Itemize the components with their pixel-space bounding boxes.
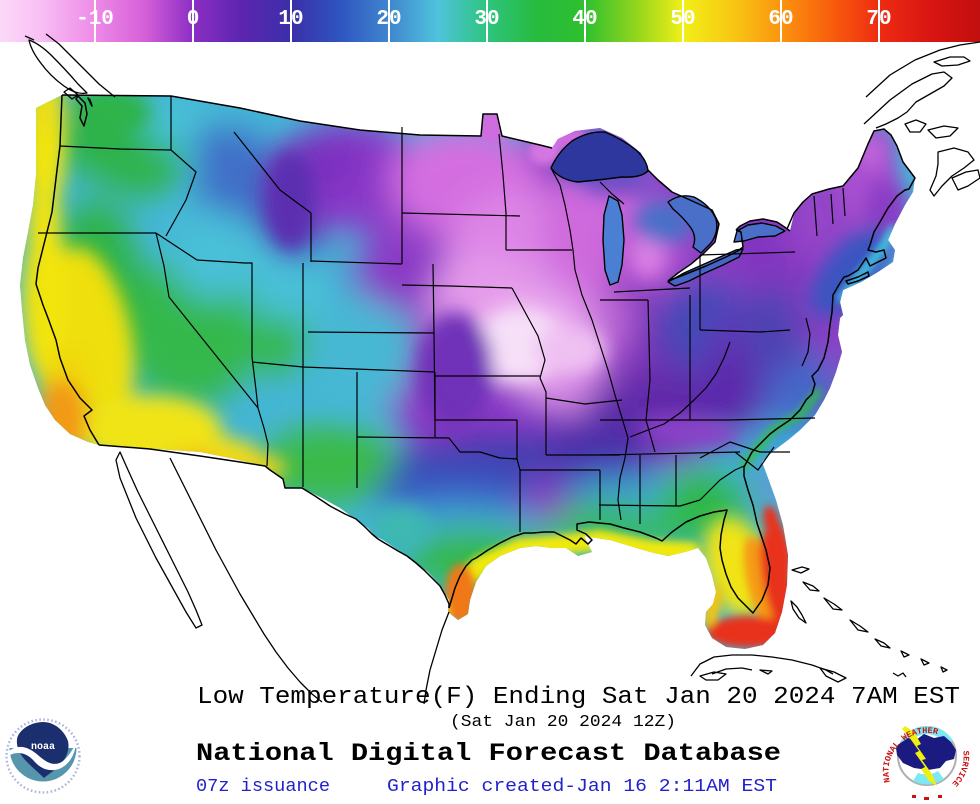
svg-text:10: 10 [278,8,303,31]
svg-text:Low Temperature(F) Ending Sat: Low Temperature(F) Ending Sat Jan 20 202… [197,684,960,711]
svg-text:(Sat Jan 20 2024 12Z): (Sat Jan 20 2024 12Z) [450,713,676,732]
svg-text:noaa: noaa [31,742,55,753]
svg-text:07z issuance: 07z issuance [196,777,330,797]
svg-text:0: 0 [187,8,200,31]
svg-text:Graphic created-Jan 16 2:11AM: Graphic created-Jan 16 2:11AM EST [387,777,777,797]
svg-text:-10: -10 [76,8,114,31]
svg-text:70: 70 [866,8,891,31]
svg-text:50: 50 [670,8,695,31]
svg-text:60: 60 [768,8,793,31]
svg-text:30: 30 [474,8,499,31]
svg-text:40: 40 [572,8,597,31]
svg-text:National Digital Forecast Data: National Digital Forecast Database [196,739,781,768]
svg-text:20: 20 [376,8,401,31]
